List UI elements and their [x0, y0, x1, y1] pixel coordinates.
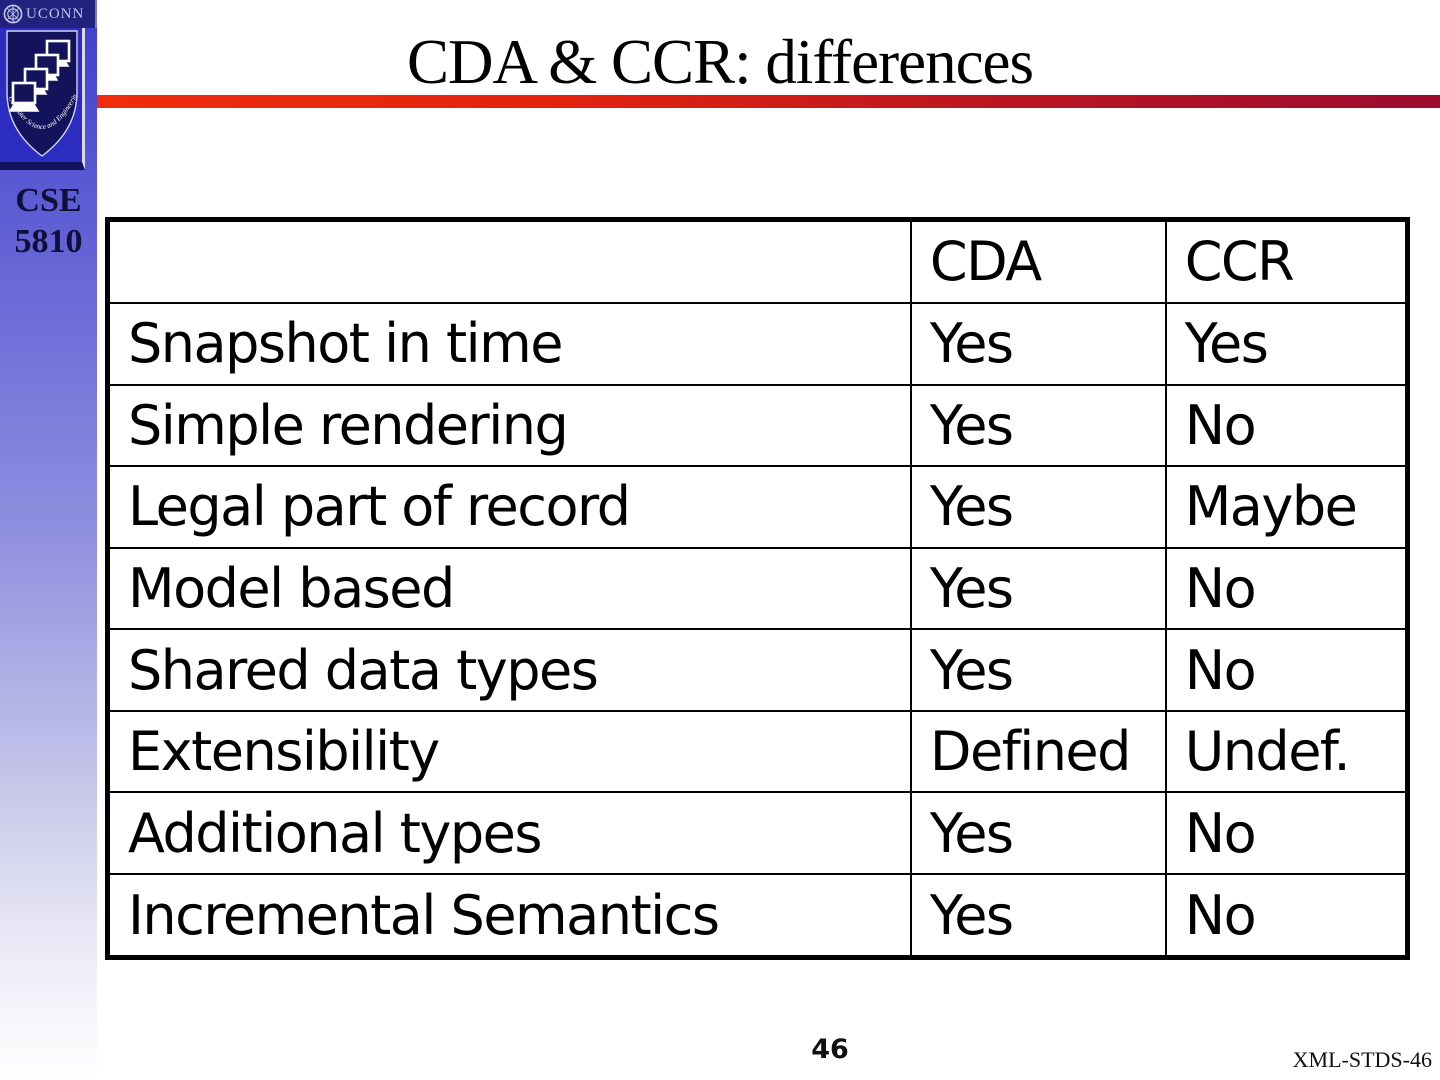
uconn-logo-bar: UCONN [0, 0, 97, 28]
table-row: Simple rendering Yes No [106, 383, 1409, 468]
course-code: CSE 5810 [0, 180, 97, 263]
header-ccr: CCR [1164, 218, 1409, 304]
feature-cell: Extensibility [106, 709, 912, 794]
cda-cell: Yes [909, 465, 1167, 549]
table-row: Legal part of record Yes Maybe [106, 465, 1409, 549]
cse-shield-graphic: Computer Science and Engineering [0, 28, 79, 157]
cda-cell: Yes [909, 791, 1167, 875]
ccr-cell: Yes [1164, 301, 1409, 386]
header-cda: CDA [909, 218, 1167, 304]
course-code-line2: 5810 [14, 223, 83, 261]
ccr-cell: No [1164, 383, 1409, 468]
uconn-seal-icon [3, 4, 23, 24]
cse-shield: Computer Science and Engineering [0, 28, 85, 170]
feature-cell: Shared data types [106, 628, 912, 712]
cda-cell: Yes [909, 628, 1167, 712]
ccr-cell: No [1164, 546, 1409, 631]
feature-cell: Model based [106, 546, 912, 631]
feature-cell: Incremental Semantics [106, 873, 912, 959]
cda-cell: Yes [909, 873, 1167, 959]
ccr-cell: No [1164, 791, 1409, 875]
table-row: Shared data types Yes No [106, 628, 1409, 712]
ccr-cell: Undef. [1164, 709, 1409, 794]
table-row: Incremental Semantics Yes No [106, 873, 1409, 959]
ccr-cell: No [1164, 628, 1409, 712]
table-header-row: CDA CCR [106, 218, 1409, 304]
feature-cell: Snapshot in time [106, 301, 912, 386]
uconn-wordmark: UCONN [26, 5, 85, 22]
page-title: CDA & CCR: differences [406, 27, 1034, 97]
ccr-cell: No [1164, 873, 1409, 959]
cda-cell: Defined [909, 709, 1167, 794]
header-feature [106, 218, 912, 304]
course-code-line1: CSE [15, 182, 82, 219]
cda-cell: Yes [909, 301, 1167, 386]
feature-cell: Simple rendering [106, 383, 912, 468]
table-row: Model based Yes No [106, 546, 1409, 631]
table-row: Snapshot in time Yes Yes [106, 301, 1409, 386]
feature-cell: Additional types [106, 791, 912, 875]
title-underline-bar [97, 95, 1440, 108]
comparison-table: CDA CCR Snapshot in time Yes Yes Simple … [105, 217, 1410, 960]
document-reference: XML-STDS-46 [1292, 1047, 1432, 1072]
feature-cell: Legal part of record [106, 465, 912, 549]
page-number: 46 [811, 1034, 849, 1065]
ccr-cell: Maybe [1164, 465, 1409, 549]
cda-cell: Yes [909, 546, 1167, 631]
cda-cell: Yes [909, 383, 1167, 468]
comparison-table-container: CDA CCR Snapshot in time Yes Yes Simple … [105, 217, 1410, 960]
table-row: Additional types Yes No [106, 791, 1409, 875]
table-row: Extensibility Defined Undef. [106, 709, 1409, 794]
sidebar: UCONN Computer Science and Engineering [0, 0, 97, 1080]
